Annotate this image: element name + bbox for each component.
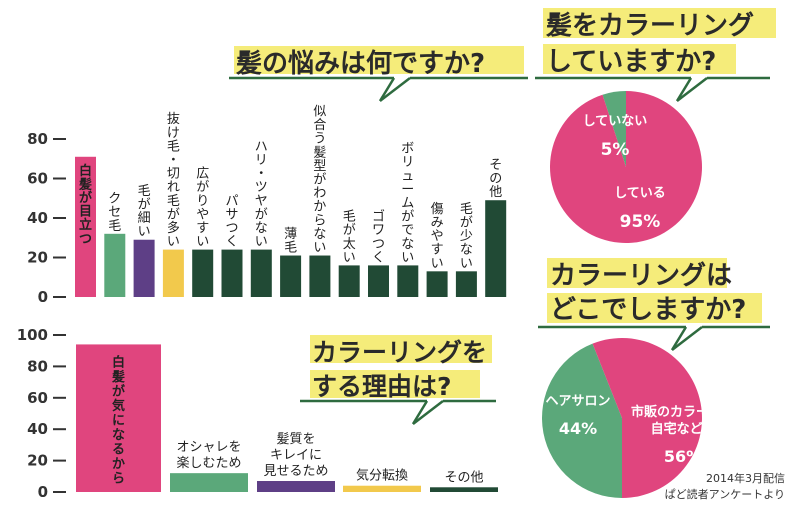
bar-label: 毛が太い [343, 210, 356, 266]
bar [309, 255, 331, 297]
bar [162, 249, 184, 297]
bar [250, 249, 272, 297]
bar [170, 473, 248, 492]
y-tick-label: 60 [27, 389, 48, 407]
bar-label: 毛が細い [138, 184, 151, 240]
bar [338, 265, 360, 297]
coloring-reasons-chart: 0 20 40 60 80 100 白髪が気になるからオシャレを楽しむため髪質をキレイに見せ… [17, 326, 498, 501]
pie-slice [550, 91, 702, 243]
credit-line2: ぱど読者アンケートより [665, 487, 785, 501]
y-tick-label: 40 [27, 420, 48, 438]
bar-label: 白髪が目立つ [78, 163, 92, 247]
bar [343, 485, 421, 492]
y-tick-label: 100 [17, 326, 48, 344]
y-tick-label: 20 [27, 249, 48, 267]
pie-slice [592, 338, 703, 498]
coloring-where-question-line2: どこでしますか? [550, 295, 746, 325]
bar-label: 薄毛 [284, 227, 297, 256]
bar [430, 487, 498, 492]
hair-worries-chart: 0 20 40 60 80 白髪が目立つ クセ毛 毛が細い 抜け毛・切れ毛が多い 広がりやすい パサ… [27, 105, 507, 306]
pie-label: 市販のカラー剤で自宅などで [631, 404, 735, 437]
bar-label: 毛が少ない [460, 202, 473, 271]
y-tick-label: 20 [27, 452, 48, 470]
bar [75, 156, 96, 297]
doing-coloring-pie: していない 5% している 95% [550, 91, 702, 243]
bar-label: 広がりやすい [196, 167, 209, 250]
pie-slice [602, 91, 626, 167]
bar-label: その他 [444, 470, 483, 485]
pie-value: 56% [664, 447, 702, 466]
bar-label: 気分転換 [356, 468, 408, 484]
pie-label: している [614, 186, 666, 201]
bar-label: 髪質をキレイに見せるため [263, 432, 328, 479]
bar-label: 白髪が気になるから [111, 354, 125, 486]
doing-coloring-title: 髪をカラーリング していますか? [535, 8, 776, 102]
bar-label: ゴワつく [372, 209, 385, 266]
pie-value: 95% [620, 212, 661, 232]
bar [455, 271, 477, 297]
credit-line1: 2014年3月配信 [706, 471, 785, 485]
bar [368, 265, 389, 297]
hair-worries-question: 髪の悩みは何ですか? [235, 49, 485, 79]
bar-label: クセ毛 [108, 192, 121, 234]
hair-worries-title: 髪の悩みは何ですか? [229, 46, 528, 102]
pie-label: していない [583, 114, 648, 129]
pie-label: ヘアサロン [545, 394, 610, 409]
bar [221, 249, 243, 297]
bar [426, 271, 448, 297]
bar [76, 344, 161, 492]
bar-label: ボリュームがでない [401, 142, 414, 266]
y-tick-label: 60 [27, 170, 48, 188]
pie-slice [542, 343, 622, 498]
coloring-where-title: カラーリングは どこでしますか? [538, 258, 770, 351]
bar-label: 抜け毛・切れ毛が多い [167, 111, 180, 249]
bar [397, 265, 419, 297]
coloring-reasons-question-line1: カラーリングを [312, 338, 487, 367]
doing-coloring-question-line1: 髪をカラーリング [545, 11, 754, 41]
bar [133, 239, 155, 297]
bar [280, 255, 302, 297]
coloring-where-question-line1: カラーリングは [550, 261, 732, 291]
coloring-where-pie: ヘアサロン 44% 市販のカラー剤で自宅などで 56% [542, 338, 735, 498]
y-tick-label: 0 [38, 288, 48, 306]
bar [192, 249, 214, 297]
bar-label: パサつく [225, 194, 238, 250]
bar-label: その他 [489, 158, 502, 200]
pie-value: 5% [601, 140, 630, 160]
bar-label: 傷みやすい [431, 202, 444, 271]
bar-label: ハリ・ツヤがない [255, 139, 268, 249]
coloring-reasons-question-line2: する理由は? [312, 372, 452, 401]
y-tick-label: 80 [27, 357, 48, 375]
pie-value: 44% [559, 419, 597, 438]
y-tick-label: 80 [27, 130, 48, 148]
coloring-reasons-title: カラーリングを する理由は? [300, 335, 496, 425]
y-tick-label: 0 [38, 483, 48, 501]
bar [485, 200, 507, 297]
bar-label: オシャレを楽しむため [176, 440, 241, 471]
bar-label: 似合う髪型がわからない [313, 105, 326, 256]
bar [257, 481, 335, 492]
bar [104, 233, 126, 297]
y-tick-label: 40 [27, 209, 48, 227]
doing-coloring-question-line2: していますか? [546, 47, 716, 77]
